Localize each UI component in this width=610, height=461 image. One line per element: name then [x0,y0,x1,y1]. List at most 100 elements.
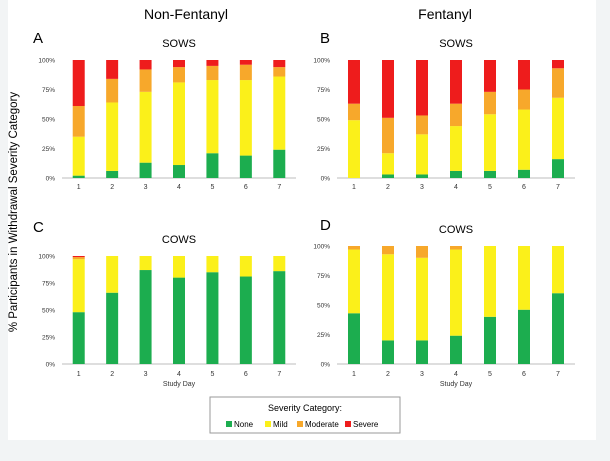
group-title-non-fentanyl: Non-Fentanyl [144,6,228,22]
legend-swatch-severe [345,421,351,427]
bar-segment-moderate [518,89,530,110]
y-tick-label: 100% [38,254,55,261]
bar-segment-none [106,292,119,364]
y-tick-label: 50% [317,303,330,310]
y-axis-label: % Participants in Withdrawal Severity Ca… [8,92,20,333]
bar-segment-moderate [348,246,360,250]
x-tick-label: 3 [420,184,424,191]
bar-segment-none [173,165,185,178]
bar-segment-none [206,272,219,364]
chart-panel-c: C COWS 0% 25% 50% 75% 100% 1 2 3 4 5 6 7 Study Day [33,219,296,388]
bar-segment-mild [518,109,530,170]
bar-segment-mild [348,249,360,314]
bar-segment-none [382,340,394,364]
bar-segment-mild [382,153,394,175]
legend-swatch-none [226,421,232,427]
bar-segment-mild [72,136,85,176]
bar-segment-none [72,175,85,178]
x-tick-label: 4 [454,184,458,191]
panel-letter: B [320,30,330,47]
bar-segment-mild [552,246,564,294]
legend-swatch-moderate [297,421,303,427]
legend-label-mild: Mild [273,420,288,429]
bar-segment-moderate [382,246,394,255]
bar-segment-mild [273,76,286,150]
y-tick-label: 75% [317,87,330,94]
x-tick-label: 4 [177,184,181,191]
y-tick-label: 100% [313,244,330,251]
bar-segment-mild [484,114,496,171]
bar-segment-severe [106,60,119,79]
bar-segment-none [518,309,530,364]
x-tick-label: 6 [522,371,526,378]
x-tick-label: 1 [77,184,81,191]
bar-segment-moderate [273,67,286,77]
bar-segment-none [173,277,185,364]
y-tick-label: 50% [42,308,55,315]
bar-segment-none [484,316,496,364]
y-tick-label: 100% [38,58,55,65]
x-tick-label: 1 [77,371,81,378]
y-tick-label: 75% [42,87,55,94]
panel-letter: D [320,217,331,234]
bar-segment-moderate [416,246,428,258]
bar-segment-mild [106,102,119,171]
bar-segment-moderate [450,246,462,250]
x-tick-label: 6 [522,184,526,191]
panel-title: SOWS [162,38,196,50]
y-tick-label: 0% [321,176,331,183]
bar-segment-severe [173,60,185,68]
x-tick-label: 1 [352,184,356,191]
bar-segment-none [518,169,530,178]
x-tick-label: 4 [454,371,458,378]
bar-segment-none [239,276,252,364]
chart-panel-a: A SOWS 0% 25% 50% 75% 100% 1 2 3 4 5 6 7 [33,30,296,191]
panel-letter: A [33,30,43,47]
bar-segment-mild [173,82,185,166]
y-tick-label: 0% [46,176,56,183]
bar-segment-moderate [72,106,85,137]
bar-segment-none [450,170,462,178]
bar-segment-mild [416,257,428,341]
y-tick-label: 75% [42,281,55,288]
bar-segment-severe [239,60,252,65]
x-tick-label: 7 [556,371,560,378]
x-tick-label: 2 [110,371,114,378]
bar-segment-none [552,293,564,364]
x-tick-label: 7 [277,371,281,378]
x-tick-label: 2 [386,184,390,191]
bar-segment-mild [450,126,462,171]
bar-segment-none [416,340,428,364]
bar-segment-moderate [106,78,119,103]
bar-segment-mild [518,246,530,310]
bar-segment-moderate [450,103,462,127]
legend-label-severe: Severe [353,420,379,429]
bar-segment-moderate [348,103,360,121]
y-tick-label: 0% [321,362,331,369]
y-tick-label: 50% [317,117,330,124]
bar-segment-moderate [72,257,85,260]
bar-segment-mild [552,97,564,160]
x-axis-label: Study Day [440,381,473,388]
bar-segment-mild [239,256,252,277]
bar-segment-mild [206,80,219,154]
y-tick-label: 25% [317,146,330,153]
y-tick-label: 0% [46,362,56,369]
y-tick-label: 25% [42,146,55,153]
bar-segment-none [206,153,219,178]
bar-segment-mild [450,249,462,336]
legend-label-moderate: Moderate [305,420,339,429]
bar-segment-none [348,313,360,364]
bar-segment-none [552,159,564,178]
bar-segment-mild [139,91,152,163]
bar-segment-moderate [239,64,252,81]
x-tick-label: 5 [210,371,214,378]
panel-title: COWS [439,224,473,236]
bar-segment-none [382,174,394,178]
bar-segment-mild [484,246,496,317]
bar-segment-severe [273,60,286,68]
chart-panel-d: D COWS 0% 25% 50% 75% 100% 1 2 3 4 5 6 7 Study Day [313,217,575,388]
x-axis-label: Study Day [163,381,196,388]
bar-segment-severe [348,60,360,104]
